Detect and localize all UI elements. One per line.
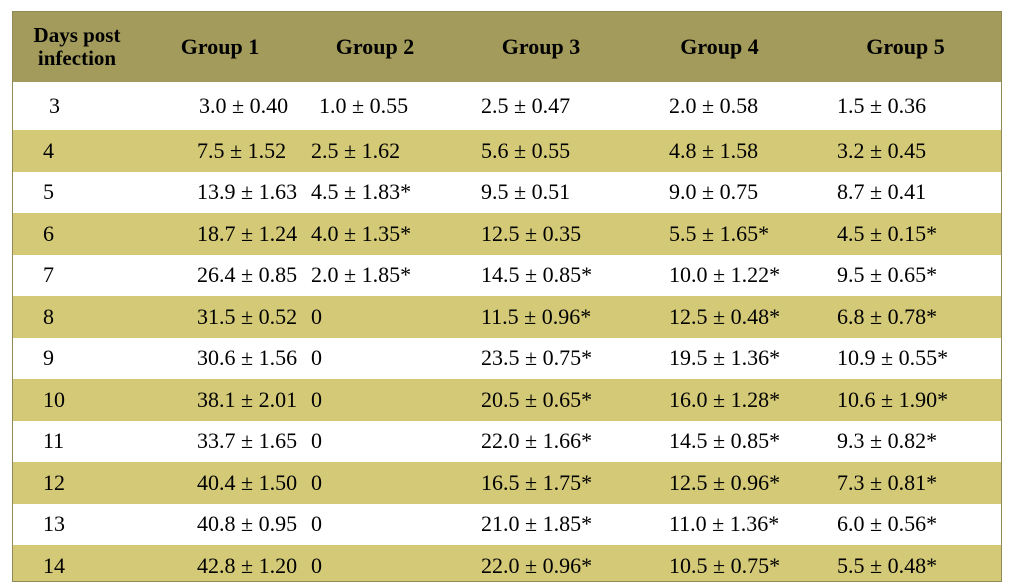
cell-day: 14 [43,552,65,578]
cell-group-5: 7.3 ± 0.81* [837,469,938,495]
header-group-4: Group 4 [680,34,759,59]
table-row: 13 40.8 ± 0.95 0 21.0 ± 1.85* 11.0 ± 1.36* 6.… [13,503,1001,545]
cell-group-5: 4.5 ± 0.15* [837,220,938,246]
cell-group-5: 9.3 ± 0.82* [837,428,938,454]
cell-group-2: 0 [311,469,322,495]
table-row: 14 42.8 ± 1.20 0 22.0 ± 0.96* 10.5 ± 0.75* 5.… [13,545,1001,581]
cell-group-1: 38.1 ± 2.01 [197,386,298,412]
header-group-2: Group 2 [335,34,415,59]
cell-group-1: 40.8 ± 0.95 [197,511,298,537]
cell-group-4: 9.0 ± 0.75 [669,179,759,205]
table-row: 3 3.0 ± 0.40 1.0 ± 0.55 2.5 ± 0.47 2.0 ± 0.5… [13,82,1001,130]
cell-group-4: 5.5 ± 1.65* [669,220,770,246]
cell-group-4: 10.0 ± 1.22* [669,262,781,288]
cell-group-1: 18.7 ± 1.24 [197,220,298,246]
table-row: 12 40.4 ± 1.50 0 16.5 ± 1.75* 12.5 ± 0.96* 7.… [13,462,1001,504]
cell-group-3: 14.5 ± 0.85* [481,262,593,288]
cell-group-4: 12.5 ± 0.48* [669,303,781,329]
cell-day: 11 [43,428,65,454]
cell-group-3: 12.5 ± 0.35 [481,220,582,246]
cell-group-1: 40.4 ± 1.50 [197,469,298,495]
data-table-frame: Days post infection Group 1 Group 2 Grou… [12,11,1002,582]
cell-group-4: 2.0 ± 0.58 [669,93,759,118]
table-row: 8 31.5 ± 0.52 0 11.5 ± 0.96* 12.5 ± 0.48* 6.8… [13,296,1001,338]
cell-group-4: 12.5 ± 0.96* [669,469,781,495]
cell-group-2: 0 [311,345,322,371]
cell-group-5: 3.2 ± 0.45 [837,137,927,163]
cell-group-5: 6.8 ± 0.78* [837,303,938,329]
cell-group-1: 42.8 ± 1.20 [197,552,298,578]
cell-group-1: 33.7 ± 1.65 [197,428,298,454]
cell-group-3: 2.5 ± 0.47 [481,93,571,118]
cell-group-3: 16.5 ± 1.75* [481,469,593,495]
cell-group-3: 9.5 ± 0.51 [481,179,571,205]
cell-day: 8 [43,303,54,329]
cell-group-5: 8.7 ± 0.41 [837,179,927,205]
cell-group-2: 2.5 ± 1.62 [311,137,401,163]
header-days-line1: Days post [33,23,121,47]
cell-group-1: 13.9 ± 1.63 [197,179,298,205]
cell-group-5: 1.5 ± 0.36 [837,93,927,118]
cell-day: 3 [49,93,60,118]
table-row: 7 26.4 ± 0.85 2.0 ± 1.85* 14.5 ± 0.85* 10.0 … [13,254,1001,296]
cell-group-5: 6.0 ± 0.56* [837,511,938,537]
table-row: 5 13.9 ± 1.63 4.5 ± 1.83* 9.5 ± 0.51 9.0 ± 0… [13,171,1001,213]
cell-group-3: 5.6 ± 0.55 [481,137,571,163]
cell-group-2: 4.5 ± 1.83* [311,179,412,205]
cell-group-1: 26.4 ± 0.85 [197,262,298,288]
header-group-3: Group 3 [501,34,581,59]
cell-day: 7 [43,262,54,288]
cell-group-2: 0 [311,511,322,537]
cell-group-4: 19.5 ± 1.36* [669,345,781,371]
cell-group-1: 3.0 ± 0.40 [199,93,289,118]
data-table: Days post infection Group 1 Group 2 Grou… [13,12,1001,581]
cell-group-4: 11.0 ± 1.36* [669,511,780,537]
cell-group-1: 31.5 ± 0.52 [197,303,298,329]
cell-group-2: 4.0 ± 1.35* [311,220,412,246]
header-days-post-infection: Days post infection [13,12,141,82]
cell-day: 12 [43,469,65,495]
cell-group-2: 0 [311,428,322,454]
cell-group-3: 11.5 ± 0.96* [481,303,592,329]
header-days-line2: infection [37,46,117,70]
cell-group-1: 30.6 ± 1.56 [197,345,298,371]
cell-day: 13 [43,511,65,537]
cell-day: 9 [43,345,54,371]
cell-group-3: 23.5 ± 0.75* [481,345,593,371]
cell-day: 5 [43,179,54,205]
cell-day: 6 [43,220,54,246]
cell-group-3: 20.5 ± 0.65* [481,386,593,412]
table-row: 10 38.1 ± 2.01 0 20.5 ± 0.65* 16.0 ± 1.28* 10… [13,379,1001,421]
table-row: 4 7.5 ± 1.52 2.5 ± 1.62 5.6 ± 0.55 4.8 ± 1.5… [13,130,1001,172]
cell-group-1: 7.5 ± 1.52 [197,137,287,163]
header-group-5: Group 5 [866,34,945,59]
table-row: 9 30.6 ± 1.56 0 23.5 ± 0.75* 19.5 ± 1.36* 10.… [13,337,1001,379]
cell-group-5: 9.5 ± 0.65* [837,262,938,288]
table-row: 6 18.7 ± 1.24 4.0 ± 1.35* 12.5 ± 0.35 5.5 ± … [13,213,1001,255]
cell-group-4: 10.5 ± 0.75* [669,552,781,578]
cell-group-5: 5.5 ± 0.48* [837,552,938,578]
cell-group-3: 21.0 ± 1.85* [481,511,593,537]
header-group-1: Group 1 [180,34,260,59]
table-body: 3 3.0 ± 0.40 1.0 ± 0.55 2.5 ± 0.47 2.0 ± 0.5… [13,82,1001,581]
cell-group-2: 2.0 ± 1.85* [311,262,412,288]
cell-group-5: 10.6 ± 1.90* [837,386,949,412]
cell-group-3: 22.0 ± 1.66* [481,428,593,454]
table-header-row: Days post infection Group 1 Group 2 Grou… [13,12,1001,82]
cell-day: 10 [43,386,65,412]
cell-group-2: 0 [311,303,322,329]
cell-group-5: 10.9 ± 0.55* [837,345,949,371]
cell-group-3: 22.0 ± 0.96* [481,552,593,578]
cell-group-4: 14.5 ± 0.85* [669,428,781,454]
cell-day: 4 [43,137,54,163]
cell-group-4: 16.0 ± 1.28* [669,386,781,412]
table-row: 11 33.7 ± 1.65 0 22.0 ± 1.66* 14.5 ± 0.85* 9.… [13,420,1001,462]
cell-group-2: 1.0 ± 0.55 [319,93,409,118]
cell-group-4: 4.8 ± 1.58 [669,137,759,163]
cell-group-2: 0 [311,552,322,578]
cell-group-2: 0 [311,386,322,412]
